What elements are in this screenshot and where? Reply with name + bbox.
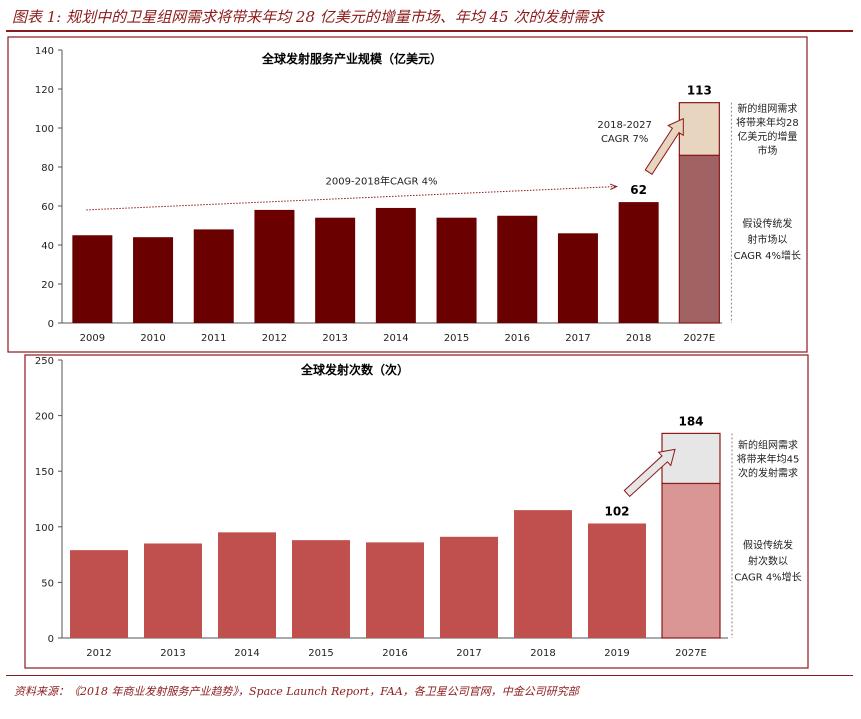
c2-y-tick-label: 0 [48,634,54,645]
c2-frame [24,354,809,669]
c2-x-tick-label: 2012 [86,648,111,659]
c1-trend-line [86,186,617,211]
c1-total-label: 113 [687,84,712,98]
c2-increment-note-line: 将带来年均45 [737,452,800,465]
c2-forecast-arrow-shape [623,448,676,498]
c2-base-note-line: 射次数以 [748,555,788,568]
c2-y-tick-label: 50 [41,578,54,589]
c1-forecast-arrow-shape [644,117,684,175]
c1-bar-base-2027E [678,154,720,324]
c1-base-note-line: 假设传统发 [742,217,792,230]
c1-bar-2013 [315,217,356,323]
c1-y-tick-label: 80 [41,163,54,174]
c2-x-tick-label: 2017 [456,648,481,659]
c2-x-tick-label: 2013 [160,648,185,659]
c2-highlight-label: 102 [604,504,629,518]
c1-y-tick-label: 120 [35,85,54,96]
c1-x-tick-label: 2009 [80,333,105,344]
c2-bar-2014 [218,532,276,638]
c2-bar-2012 [70,550,128,638]
c1-x-tick-label: 2012 [262,333,287,344]
c2-forecast-arrow [623,448,676,498]
c2-bar-2017 [440,536,498,638]
c1-x-tick-label: 2013 [322,333,347,344]
figure-title: 图表 1: 规划中的卫星组网需求将带来年均 28 亿美元的增量市场、年均 45 … [12,8,604,26]
c2-base-note-line: CAGR 4%增长 [734,571,801,584]
c1-increment-note-line: 将带来年均28 [736,116,799,129]
c1-x-tick-label: 2018 [626,333,651,344]
c1-highlight-label: 62 [630,183,647,197]
c2-bar-2016 [366,542,424,638]
c1-chart-title: 全球发射服务产业规模（亿美元） [261,51,442,66]
c1-increment-note-line: 新的组网需求 [737,102,797,115]
c2-x-tick-label: 2014 [234,648,259,659]
c2-increment-note-line: 次的发射需求 [738,466,798,479]
c1-x-tick-label: 2016 [505,333,530,344]
c2-bar-2018 [514,510,572,638]
c1-y-tick-label: 60 [41,202,54,213]
c1-forecast-cagr-label: CAGR 7% [601,134,648,145]
c2-bar-2015 [292,540,350,638]
c2-y-tick-label: 100 [35,523,54,534]
c1-y-tick-label: 20 [41,280,54,291]
c1-x-tick-label: 2017 [565,333,590,344]
c1-frame [7,36,808,353]
c2-x-tick-label: 2019 [604,648,629,659]
source-note: 资料来源：《2018 年商业发射服务产业趋势》，Space Launch Rep… [14,685,579,698]
source-rule [6,675,853,676]
c2-x-tick-label: 2016 [382,648,407,659]
c1-x-tick-label: 2010 [140,333,165,344]
c1-trend-label: 2009-2018年CAGR 4% [326,175,438,188]
c2-x-tick-label: 2027E [675,648,707,659]
c1-increment-note-line: 亿美元的增量 [737,130,797,143]
c2-bar-2013 [144,543,202,638]
c1-x-tick-label: 2011 [201,333,226,344]
c2-base-note-line: 假设传统发 [743,539,793,552]
c2-x-tick-label: 2015 [308,648,333,659]
c1-y-tick-label: 140 [35,46,54,57]
c1-bar-2012 [254,209,295,323]
c1-forecast-cagr-label: 2018-2027 [597,120,652,131]
c1-x-tick-label: 2027E [683,333,715,344]
c1-bar-2015 [436,217,477,323]
c1-forecast-arrow [644,117,684,175]
c1-trend-arrowhead [609,183,618,190]
c1-base-note-line: 射市场以 [747,233,787,246]
c2-increment-note-line: 新的组网需求 [738,438,798,451]
c1-bar-2009 [72,235,113,323]
c2-bar-base-2027E [661,482,721,639]
c1-y-tick-label: 100 [35,124,54,135]
c2-y-tick-label: 150 [35,467,54,478]
c1-bar-2014 [375,207,416,323]
title-rule [6,30,853,32]
c1-increment-note-line: 市场 [757,144,777,157]
c2-y-tick-label: 200 [35,412,54,423]
c1-y-tick-label: 40 [41,241,54,252]
c1-bar-2017 [557,233,598,323]
c1-bar-2016 [497,215,538,323]
c2-total-label: 184 [678,414,703,428]
c2-x-tick-label: 2018 [530,648,555,659]
c2-bar-2019 [588,523,646,638]
c1-x-tick-label: 2014 [383,333,408,344]
c1-bar-increment-2027E [678,102,720,156]
c2-chart-title: 全球发射次数（次） [300,362,409,377]
c1-x-tick-label: 2015 [444,333,469,344]
c1-bar-2018 [618,202,659,323]
c1-bar-2010 [133,237,174,323]
c1-y-tick-label: 0 [48,319,54,330]
c1-base-note-line: CAGR 4%增长 [734,249,801,262]
c1-bar-2011 [193,229,234,323]
c2-y-tick-label: 250 [35,356,54,367]
